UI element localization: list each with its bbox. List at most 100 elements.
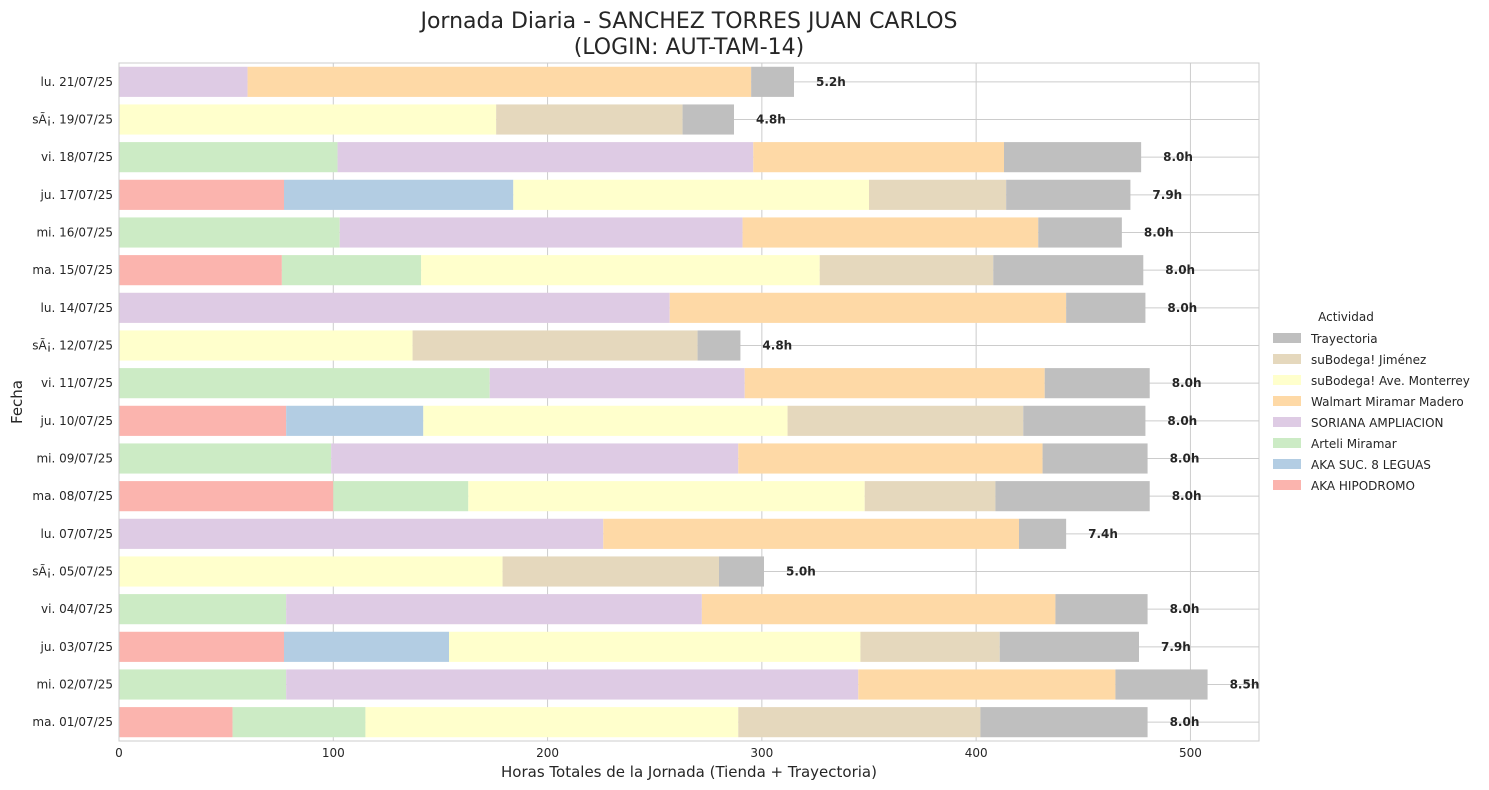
bar-segment (1004, 142, 1142, 173)
bar-segment (412, 330, 698, 361)
bar-segment (682, 104, 734, 135)
legend-entry: Trayectoria (1310, 332, 1378, 346)
bar-segment (738, 707, 981, 738)
bar-segment (423, 405, 788, 436)
bar-segment (751, 66, 794, 97)
axes: 0 100 200 300 400 500 lu. 21/07/25 sÃ¡. 19/07/2… (32, 62, 1260, 760)
bar-segment (286, 669, 859, 700)
x-tick-label: 500 (1179, 746, 1202, 760)
bar-segment (980, 707, 1148, 738)
bar-segment (993, 255, 1144, 286)
bar-segment (489, 368, 745, 399)
x-tick-label: 0 (115, 746, 123, 760)
bar-segment (119, 594, 287, 625)
bar-segment (719, 556, 764, 587)
bar-segment (119, 405, 287, 436)
bar-segment (669, 292, 1067, 323)
bar-segment (232, 707, 366, 738)
y-tick-label: ma. 01/07/25 (32, 715, 113, 729)
bar-segment (119, 368, 490, 399)
y-tick-label: ju. 03/07/25 (40, 640, 113, 654)
bar-segment (284, 631, 449, 662)
bar-segment (284, 179, 514, 210)
bar-total-label: 8.0h (1163, 150, 1193, 164)
bar-segment (819, 255, 994, 286)
bar-segment (701, 594, 1056, 625)
bar-segment (1115, 669, 1208, 700)
y-tick-label: mi. 09/07/25 (36, 452, 113, 466)
bar-segment (1006, 179, 1131, 210)
y-axis-title: Fecha (8, 380, 26, 424)
bar-segment (119, 443, 332, 474)
y-tick-label: lu. 21/07/25 (41, 75, 113, 89)
bar-total-label: 8.0h (1167, 414, 1197, 428)
y-tick-label: vi. 04/07/25 (41, 602, 113, 616)
bar-segment (286, 405, 424, 436)
plot-frame (118, 62, 1260, 742)
bar-segment (119, 255, 282, 286)
bar-segment (1019, 518, 1067, 549)
legend-swatch (1273, 438, 1301, 448)
bar-segment (1038, 217, 1122, 248)
legend-swatch (1273, 333, 1301, 343)
bar-segment (365, 707, 739, 738)
legend-swatch (1273, 375, 1301, 385)
total-labels: 5.2h 4.8h 8.0h 7.9h 8.0h 8.0h 8.0h 4.8h 8.0h 8.0h… (756, 75, 1259, 729)
legend: Actividad Trayectoria suBodega! Jiménez su… (1273, 310, 1470, 493)
x-tick-label: 100 (322, 746, 345, 760)
y-tick-label: ma. 08/07/25 (32, 489, 113, 503)
bar-segment (119, 330, 413, 361)
bar-segment (119, 556, 503, 587)
bar-segment (738, 443, 1043, 474)
chart-title-line-1: Jornada Diaria - SANCHEZ TORRES JUAN CAR… (418, 9, 957, 34)
bar-segment (1042, 443, 1148, 474)
bar-total-label: 7.9h (1152, 188, 1182, 202)
legend-entry: suBodega! Ave. Monterrey (1311, 374, 1470, 388)
bar-segment (337, 142, 754, 173)
bar-total-label: 7.9h (1161, 640, 1191, 654)
bar-total-label: 8.0h (1167, 301, 1197, 315)
bar-segment (119, 481, 334, 512)
legend-entry: suBodega! Jiménez (1311, 353, 1426, 367)
bar-segment (502, 556, 719, 587)
bar-segment (1044, 368, 1150, 399)
bar-segment (119, 707, 233, 738)
y-tick-label: lu. 07/07/25 (41, 527, 113, 541)
y-tick-label: vi. 18/07/25 (41, 150, 113, 164)
bar-total-label: 5.0h (786, 565, 816, 579)
bar-segment (858, 669, 1116, 700)
y-tick-label: ju. 17/07/25 (40, 188, 113, 202)
bar-segment (869, 179, 1007, 210)
bar-segment (864, 481, 996, 512)
bar-segment (603, 518, 1019, 549)
bar-segment (449, 631, 861, 662)
y-tick-label: sÃ¡. 05/07/25 (32, 564, 113, 579)
y-tick-label: sÃ¡. 19/07/25 (32, 112, 113, 127)
bar-segment (860, 631, 1000, 662)
bar-segment (1055, 594, 1148, 625)
legend-swatch (1273, 396, 1301, 406)
bar-segment (742, 217, 1039, 248)
bar-total-label: 4.8h (756, 113, 786, 127)
bar-segment (119, 518, 604, 549)
bar-segment (119, 292, 670, 323)
bar-total-label: 8.0h (1172, 489, 1202, 503)
bar-segment (333, 481, 469, 512)
bar-segment (753, 142, 1004, 173)
legend-swatch (1273, 417, 1301, 427)
bar-total-label: 8.0h (1165, 263, 1195, 277)
bar-segment (496, 104, 683, 135)
bar-total-label: 4.8h (762, 339, 792, 353)
chart-title-line-2: (LOGIN: AUT-TAM-14) (574, 35, 805, 60)
x-tick-label: 200 (536, 746, 559, 760)
bar-segment (468, 481, 865, 512)
bar-segment (999, 631, 1139, 662)
bar-segment (995, 481, 1150, 512)
bar-segment (697, 330, 741, 361)
legend-swatch (1273, 459, 1301, 469)
bar-segment (744, 368, 1045, 399)
bar-segment (286, 594, 702, 625)
bar-segment (281, 255, 422, 286)
y-tick-label: vi. 11/07/25 (41, 376, 113, 390)
